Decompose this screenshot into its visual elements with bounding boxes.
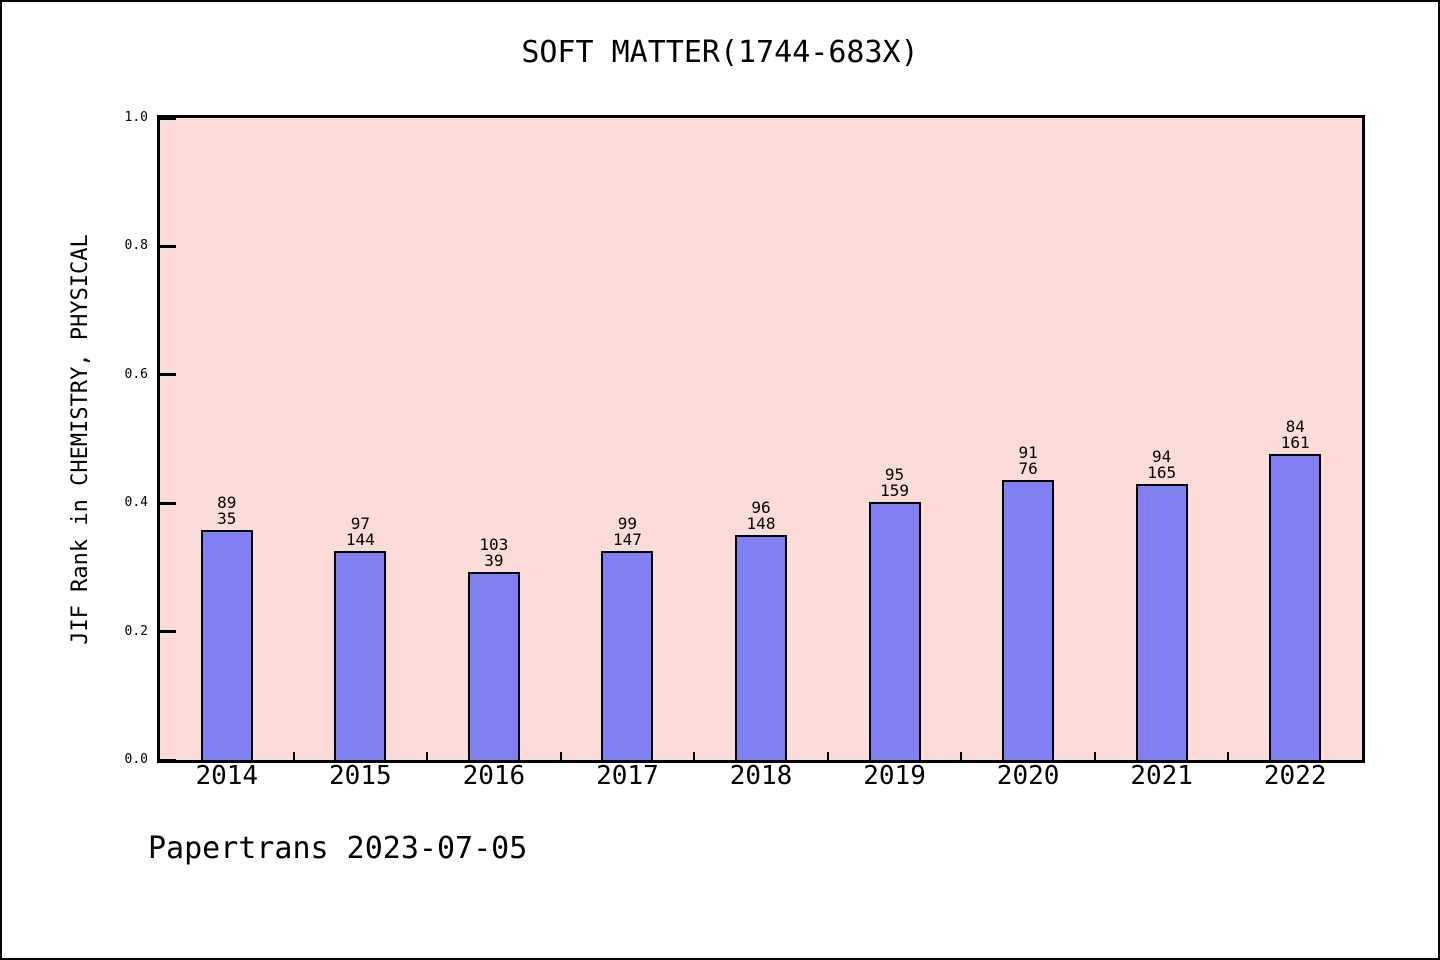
bar-value-label: 89 35 — [217, 493, 237, 529]
x-minor-tick — [426, 752, 429, 760]
x-category-label: 2014 — [195, 761, 259, 791]
x-minor-tick — [559, 752, 562, 760]
bar — [1135, 483, 1188, 760]
x-category-label: 2017 — [596, 761, 659, 791]
bar — [601, 550, 654, 760]
y-tick-label: 0.8 — [124, 238, 148, 254]
x-category-label: 2019 — [863, 761, 926, 791]
x-minor-tick — [1227, 752, 1230, 760]
x-category-label: 2021 — [1130, 761, 1193, 791]
y-tick-mark — [160, 373, 176, 377]
x-category-label: 2020 — [996, 761, 1060, 791]
y-tick-label: 0.4 — [124, 495, 148, 511]
bar — [334, 550, 387, 760]
bar-value-label: 99 147 — [612, 513, 642, 549]
bar — [868, 501, 921, 760]
chart-title: SOFT MATTER(1744-683X) — [521, 35, 919, 70]
footer-text: Papertrans 2023-07-05 — [148, 831, 528, 866]
bar — [1002, 480, 1055, 760]
x-minor-tick — [693, 752, 696, 760]
bar — [1269, 453, 1322, 760]
bar — [200, 530, 253, 760]
y-tick-label: 0.2 — [124, 623, 148, 639]
x-category-label: 2018 — [729, 761, 793, 791]
bar-value-label: 97 144 — [345, 513, 375, 549]
bar-value-label: 91 76 — [1018, 443, 1038, 479]
bar-value-label: 96 148 — [746, 498, 776, 534]
y-tick-mark — [160, 244, 176, 248]
y-axis-label-text: JIF Rank in CHEMISTRY, PHYSICAL — [67, 233, 93, 645]
plot-area: 89 35 97 144 103 39 99 147 96 148 95 159 91 76… — [157, 115, 1365, 763]
y-tick-label: 1.0 — [124, 110, 148, 125]
bar-value-label: 94 165 — [1147, 446, 1177, 482]
x-category-label: 2016 — [462, 761, 526, 791]
y-tick-label: 0.0 — [124, 752, 148, 767]
y-tick-label: 0.6 — [124, 366, 148, 382]
bar — [467, 571, 520, 760]
bar-value-label: 95 159 — [880, 464, 909, 500]
y-tick-mark — [160, 630, 176, 634]
x-minor-tick — [960, 752, 963, 760]
x-minor-tick — [826, 752, 829, 760]
y-tick-mark — [160, 758, 176, 762]
x-minor-tick — [1093, 752, 1096, 760]
y-tick-mark — [160, 501, 176, 505]
bar-value-label: 84 161 — [1280, 416, 1310, 452]
y-axis-label: JIF Rank in CHEMISTRY, PHYSICAL — [62, 118, 98, 760]
x-minor-tick — [292, 752, 295, 760]
plot-inner: 89 35 97 144 103 39 99 147 96 148 95 159 91 76… — [160, 116, 1362, 762]
x-category-label: 2015 — [329, 761, 392, 791]
bar-value-label: 103 39 — [479, 534, 509, 570]
y-tick-mark — [160, 116, 176, 120]
x-category-label: 2022 — [1263, 761, 1327, 791]
bar — [735, 535, 787, 760]
